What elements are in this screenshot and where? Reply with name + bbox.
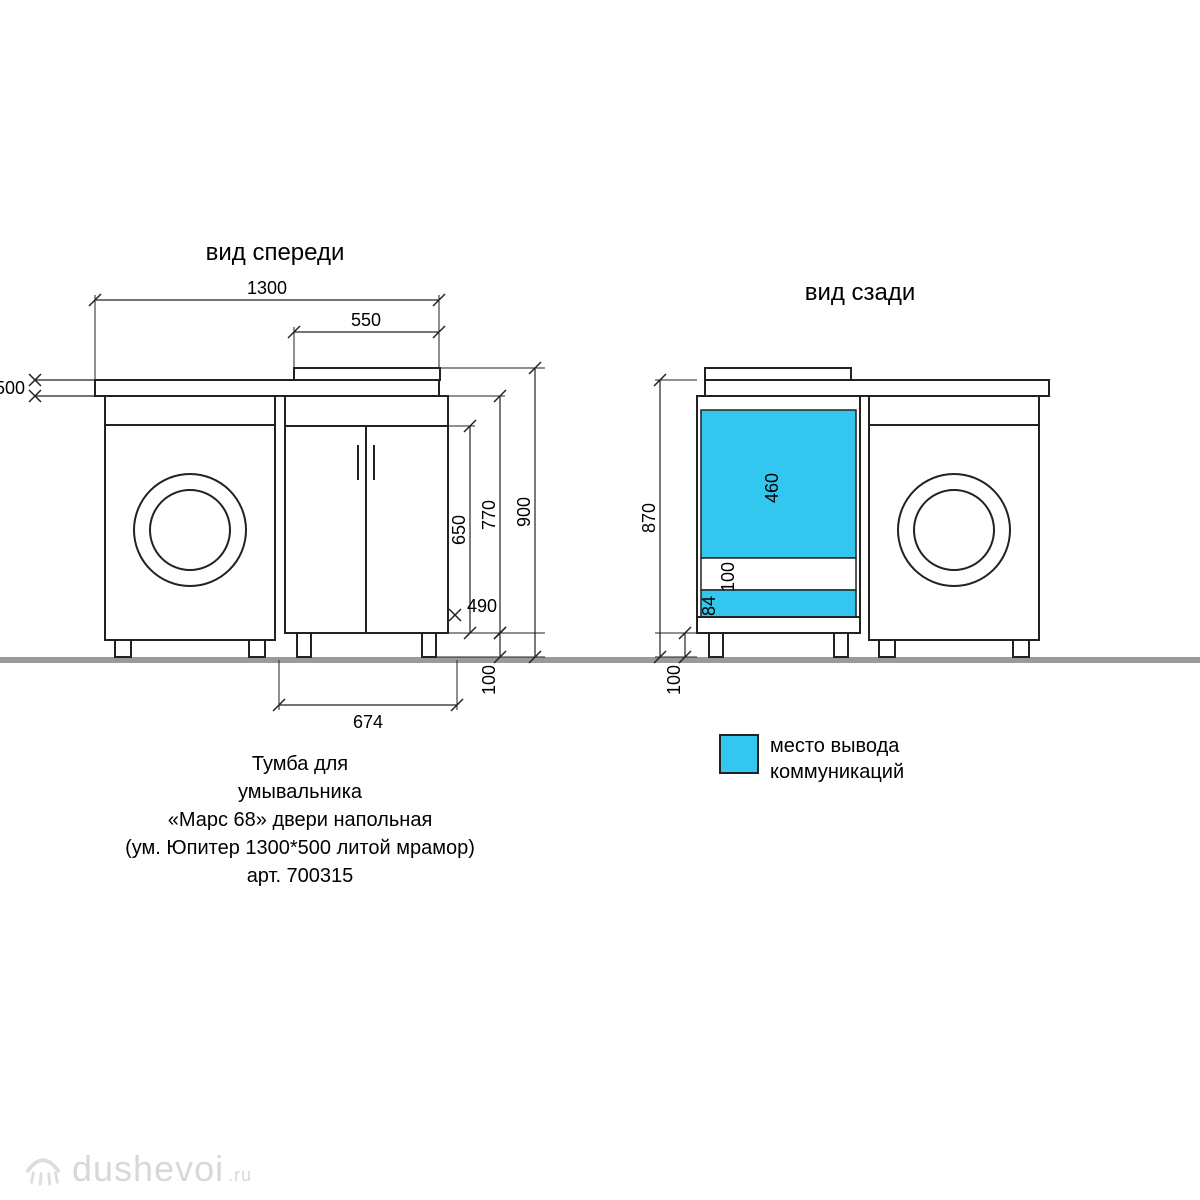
watermark-text: dushevoi xyxy=(72,1148,224,1190)
cabinet-back xyxy=(697,396,860,657)
dim-550: 550 xyxy=(288,310,445,368)
svg-text:арт. 700315: арт. 700315 xyxy=(247,865,354,887)
svg-text:550: 550 xyxy=(351,310,381,330)
svg-text:460: 460 xyxy=(762,473,782,503)
svg-text:500: 500 xyxy=(0,378,25,398)
svg-text:674: 674 xyxy=(353,712,383,732)
dim-500: 500 xyxy=(0,374,95,402)
svg-text:84: 84 xyxy=(699,596,719,616)
svg-text:Тумба для: Тумба для xyxy=(252,753,348,775)
front-title: вид спереди xyxy=(206,239,345,266)
svg-text:100: 100 xyxy=(718,562,738,592)
svg-text:100: 100 xyxy=(664,665,684,695)
technical-drawing: вид спереди xyxy=(0,0,1200,1200)
svg-text:650: 650 xyxy=(449,515,469,545)
shower-icon xyxy=(20,1144,66,1190)
legend-swatch xyxy=(720,735,758,773)
svg-text:770: 770 xyxy=(479,500,499,530)
dim-490: 490 xyxy=(449,596,497,621)
svg-text:коммуникаций: коммуникаций xyxy=(770,761,904,783)
svg-text:100: 100 xyxy=(479,665,499,695)
back-view: вид сзади xyxy=(639,279,1049,695)
svg-text:место вывода: место вывода xyxy=(770,735,900,757)
dim-100b: 100 xyxy=(718,562,738,592)
dim-870: 870 xyxy=(639,374,666,663)
svg-text:870: 870 xyxy=(639,503,659,533)
svg-text:1300: 1300 xyxy=(247,278,287,298)
legend: место вывода коммуникаций xyxy=(720,735,904,783)
washing-machine-front xyxy=(105,396,275,657)
countertop xyxy=(95,380,439,396)
dim-84: 84 xyxy=(699,596,719,616)
watermark: dushevoi.ru xyxy=(20,1144,252,1190)
cabinet-front xyxy=(285,396,448,657)
svg-text:490: 490 xyxy=(467,596,497,616)
sink-top xyxy=(294,368,440,380)
washing-machine-back xyxy=(869,396,1039,657)
dim-900: 900 xyxy=(514,362,541,663)
svg-text:умывальника: умывальника xyxy=(238,781,363,803)
back-title: вид сзади xyxy=(805,279,916,306)
svg-text:(ум. Юпитер 1300*500 литой мра: (ум. Юпитер 1300*500 литой мрамор) xyxy=(125,837,475,859)
dim-674: 674 xyxy=(273,660,463,732)
svg-text:«Марс 68» двери напольная: «Марс 68» двери напольная xyxy=(168,809,433,831)
watermark-suffix: .ru xyxy=(228,1165,252,1186)
svg-text:900: 900 xyxy=(514,497,534,527)
caption: Тумба для умывальника «Марс 68» двери на… xyxy=(125,753,475,887)
dim-460: 460 xyxy=(762,473,782,503)
blue-zone-strip xyxy=(701,590,856,617)
dim-1300: 1300 xyxy=(89,278,445,380)
